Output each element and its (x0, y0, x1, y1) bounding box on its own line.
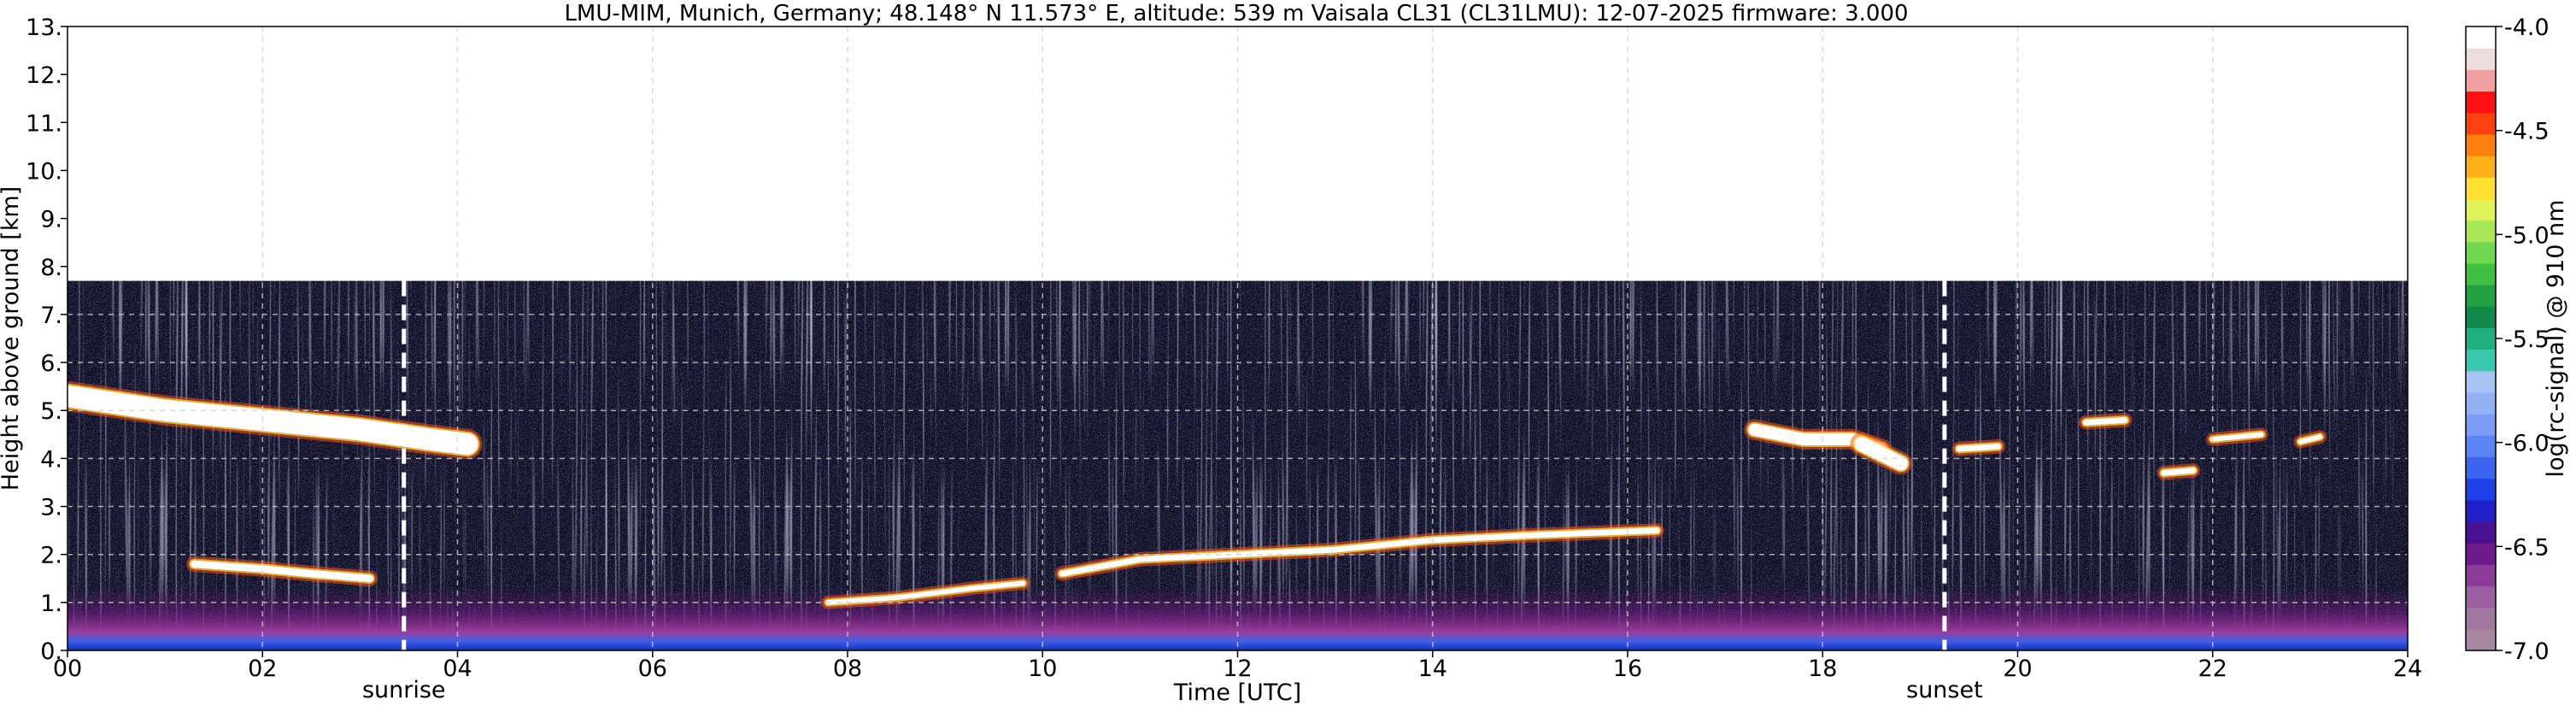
colorbar-segment (2466, 241, 2496, 264)
cloud-core (2161, 468, 2197, 476)
colorbar-segment (2466, 521, 2496, 544)
x-tick-label: 22 (2198, 656, 2227, 682)
cloud-core (2083, 417, 2128, 426)
event-labels: sunrise sunset (362, 677, 1983, 703)
cloud-core (191, 560, 373, 582)
x-axis: 00 02 04 06 08 10 12 14 16 18 20 22 24 (53, 650, 2422, 682)
x-tick-label: 04 (443, 656, 472, 682)
colorbar-segment (2466, 414, 2496, 436)
grid (67, 26, 2408, 650)
event-lines (402, 280, 1947, 650)
y-tick-label: 11. (26, 110, 62, 137)
colorbar: -7.0 -6.5 -6.0 -5.5 -5.0 -4.5 -4.0 (2465, 15, 2550, 665)
y-tick-label: 4. (40, 446, 62, 473)
colorbar-segment (2466, 478, 2496, 501)
y-tick-label: 1. (40, 591, 62, 617)
colorbar-segment (2466, 91, 2496, 114)
y-axis: 0. 1. 2. 3. 4. 5. 6. 7. 8. 9. 10. 11. 12. 13. (26, 15, 67, 665)
colorbar-segment (2466, 177, 2496, 199)
y-tick-label: 5. (40, 398, 62, 425)
x-tick-label: 08 (833, 656, 862, 682)
colorbar-segment (2466, 69, 2496, 92)
x-tick-label: 06 (638, 656, 667, 682)
x-tick-label: 20 (2003, 656, 2032, 682)
y-tick-label: 9. (40, 207, 62, 233)
x-axis-label: Time [UTC] (1173, 680, 1301, 706)
colorbar-segment (2466, 133, 2496, 156)
x-tick-label: 18 (1808, 656, 1837, 682)
cloud-core (1854, 437, 1908, 471)
colorbar-segment (2466, 349, 2496, 372)
colorbar-segment (2466, 285, 2496, 307)
cloud-core (825, 580, 1026, 605)
boundary-layer (67, 588, 2408, 650)
y-tick-label: 7. (40, 303, 62, 329)
y-tick-label: 2. (40, 543, 62, 569)
colorbar-segment (2466, 585, 2496, 609)
cloud-core (2297, 434, 2323, 444)
cloud-features (67, 380, 2327, 609)
colorbar-segment (2466, 543, 2496, 565)
colorbar-segment (2466, 370, 2496, 393)
colorbar-segment (2466, 156, 2496, 178)
x-tick-label: 10 (1028, 656, 1057, 682)
colorbar-tick-label: -4.0 (2504, 15, 2550, 41)
colorbar-segment (2466, 112, 2496, 135)
y-tick-label: 6. (40, 350, 62, 377)
colorbar-segment (2466, 262, 2496, 285)
cloud-core (2209, 432, 2264, 442)
colorbar-segment (2466, 198, 2496, 221)
colorbar-segment (2466, 499, 2496, 522)
colorbar-label: log(rc-signal) @ 910 nm (2543, 200, 2569, 478)
y-tick-label: 3. (40, 495, 62, 521)
colorbar-segment (2466, 26, 2496, 49)
colorbar-tick-label: -5.5 (2504, 327, 2550, 353)
plot-area (67, 26, 2408, 650)
colorbar-segment (2466, 628, 2496, 651)
y-tick-label: 8. (40, 255, 62, 281)
sunset-label: sunset (1906, 677, 1983, 703)
colorbar-tick-label: -6.0 (2504, 431, 2550, 457)
x-tick-label: 12 (1223, 656, 1252, 682)
y-tick-label: 12. (26, 62, 62, 89)
y-tick-label: 0. (40, 638, 62, 665)
x-tick-label: 00 (53, 656, 82, 682)
cloud-core (67, 385, 478, 456)
y-tick-label: 10. (26, 158, 62, 185)
y-tick-label: 13. (26, 15, 62, 41)
sunrise-label: sunrise (362, 677, 446, 703)
x-tick-label: 24 (2393, 656, 2422, 682)
cloud-core (1956, 443, 2002, 452)
colorbar-segment (2466, 327, 2496, 350)
colorbar-segment (2466, 306, 2496, 329)
colorbar-segment (2466, 456, 2496, 479)
colorbar-tick-label: -7.0 (2504, 638, 2550, 665)
x-tick-label: 02 (248, 656, 277, 682)
colorbar-tick-label: -6.5 (2504, 534, 2550, 561)
cloud-core (1059, 527, 1660, 577)
colorbar-segment (2466, 391, 2496, 415)
colorbar-tick-label: -4.5 (2504, 119, 2550, 145)
colorbar-segment (2466, 564, 2496, 587)
colorbar-segment (2466, 220, 2496, 243)
colorbar-tick-label: -5.0 (2504, 222, 2550, 249)
chart-title: LMU-MIM, Munich, Germany; 48.148° N 11.5… (564, 1, 1908, 26)
colorbar-segment (2466, 607, 2496, 630)
x-tick-label: 16 (1613, 656, 1642, 682)
colorbar-segment (2466, 48, 2496, 70)
colorbar-segment (2466, 435, 2496, 458)
x-tick-label: 14 (1418, 656, 1447, 682)
y-axis-label: Height above ground [km] (0, 186, 24, 491)
